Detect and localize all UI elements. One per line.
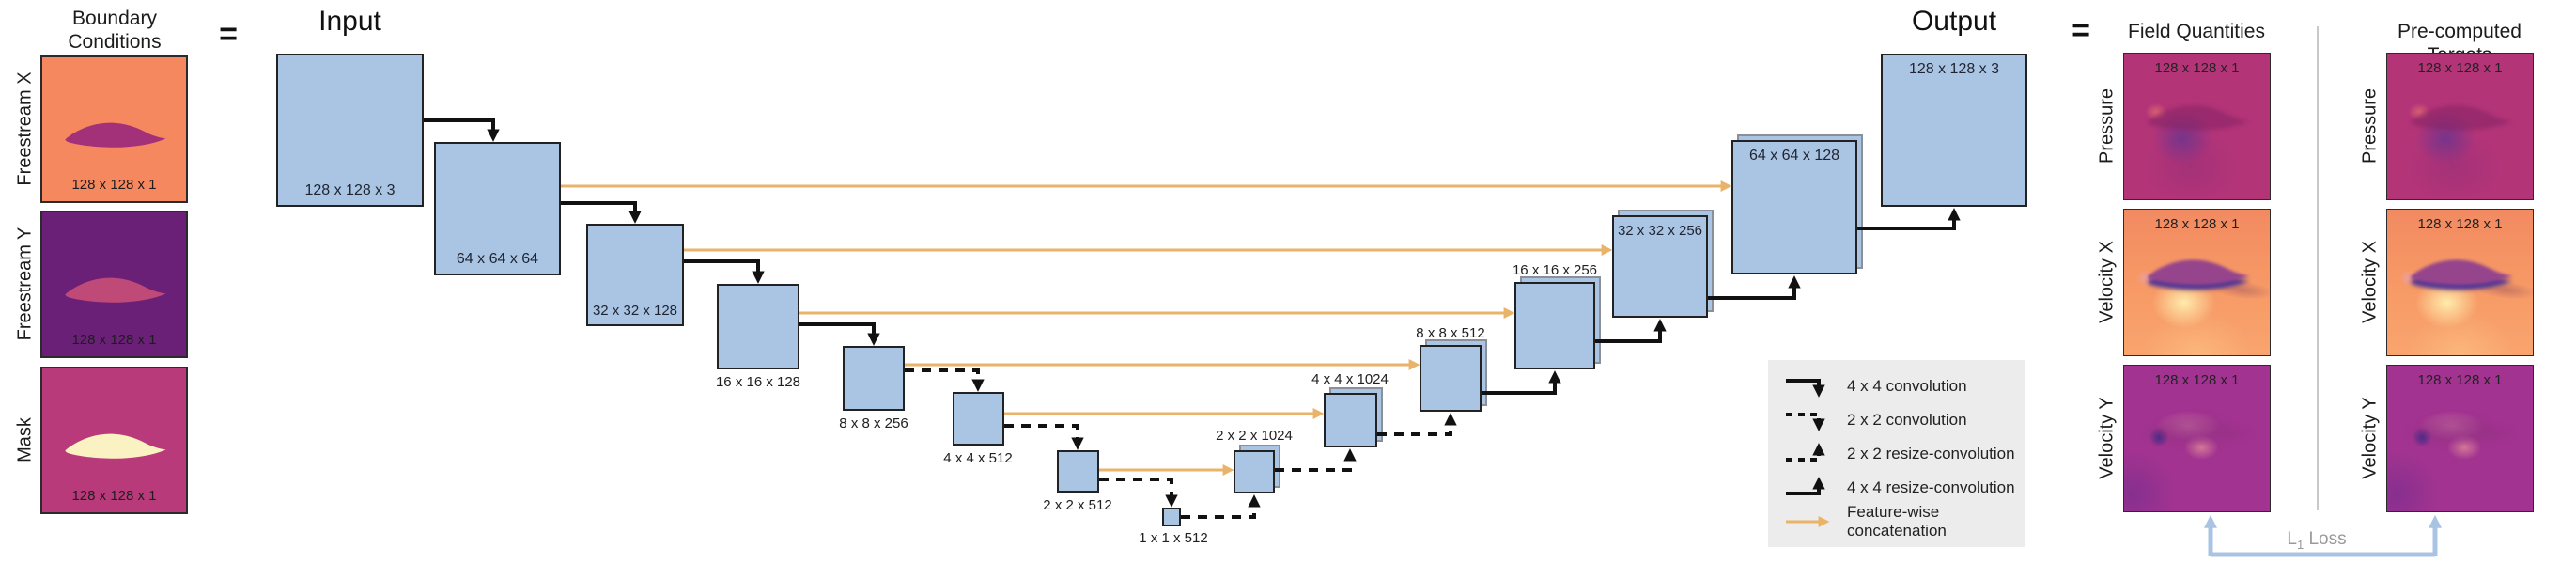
unet-box-enc-16	[717, 284, 799, 369]
legend-label: 4 x 4 resize-convolution	[1847, 478, 2015, 496]
box-size-label: 4 x 4 x 1024	[1311, 371, 1389, 387]
label-velocity-y-target: Velocity Y	[2359, 397, 2381, 479]
size-label: 128 x 128 x 1	[71, 332, 157, 348]
box-size-label: 32 x 32 x 128	[592, 303, 678, 319]
box-size-label: 1 x 1 x 512	[1139, 530, 1208, 546]
legend-row-concat: Feature-wise concatenation	[1783, 503, 2025, 540]
size-label: 128 x 128 x 1	[71, 488, 157, 504]
box-size-label: 16 x 16 x 256	[1512, 262, 1598, 278]
target-image-velocity-y: 128 x 128 x 1	[2386, 365, 2534, 512]
box-size-label: 8 x 8 x 512	[1416, 325, 1485, 341]
unet-box-dec-4	[1324, 393, 1377, 447]
unet-box-enc-4	[953, 392, 1004, 446]
legend-label: 4 x 4 convolution	[1847, 376, 1967, 395]
legend-icon-2x2-resize-convolution	[1786, 442, 1825, 462]
size-label: 128 x 128 x 1	[2417, 60, 2503, 76]
unet-box-dec-64: 64 x 64 x 128	[1731, 140, 1857, 274]
loss-subscript: 1	[2296, 537, 2304, 552]
legend: 4 x 4 convolution 2 x 2 convolution 2 x …	[1768, 360, 2025, 547]
label-freestream-y: Freestream Y	[14, 227, 36, 341]
box-size-label: 128 x 128 x 3	[1908, 61, 2000, 77]
unet-box-dec-16	[1514, 282, 1595, 369]
box-size-label: 4 x 4 x 512	[943, 450, 1013, 466]
box-size-label: 2 x 2 x 1024	[1216, 428, 1293, 444]
legend-icon-4x4-convolution	[1786, 378, 1825, 398]
legend-row-resize-2x2: 2 x 2 resize-convolution	[1783, 439, 2025, 468]
box-size-label: 2 x 2 x 512	[1043, 497, 1112, 513]
target-image-pressure: 128 x 128 x 1	[2386, 53, 2534, 200]
equals-right: =	[2072, 12, 2090, 49]
unet-box-output: 128 x 128 x 3	[1881, 54, 2027, 207]
unet-box-bottleneck	[1162, 508, 1181, 526]
bc-image-mask: 128 x 128 x 1	[40, 367, 188, 514]
box-size-label: 128 x 128 x 3	[304, 182, 396, 198]
legend-label: Feature-wise concatenation	[1847, 502, 1947, 540]
legend-label: 2 x 2 resize-convolution	[1847, 444, 2015, 462]
legend-icon-feature-concatenation	[1786, 515, 1830, 527]
l1-loss-label: L1 Loss	[2287, 529, 2346, 552]
legend-row-resize-4x4: 4 x 4 resize-convolution	[1783, 473, 2025, 502]
unet-box-input: 128 x 128 x 3	[276, 54, 424, 207]
box-size-label: 8 x 8 x 256	[839, 415, 908, 431]
label-pressure-target: Pressure	[2359, 87, 2381, 164]
box-size-label: 32 x 32 x 256	[1617, 223, 1703, 239]
size-label: 128 x 128 x 1	[2154, 372, 2240, 388]
legend-row-conv-4x4: 4 x 4 convolution	[1783, 371, 2025, 400]
size-label: 128 x 128 x 1	[2154, 216, 2240, 232]
unet-box-dec-32: 32 x 32 x 256	[1612, 215, 1708, 318]
label-pressure-field: Pressure	[2096, 87, 2118, 164]
label-velocity-y-field: Velocity Y	[2096, 397, 2118, 479]
bc-image-freestream-y: 128 x 128 x 1	[40, 211, 188, 358]
size-label: 128 x 128 x 1	[2417, 216, 2503, 232]
size-label: 128 x 128 x 1	[71, 177, 157, 193]
bc-image-freestream-x: 128 x 128 x 1	[40, 55, 188, 203]
box-size-label: 64 x 64 x 128	[1748, 148, 1840, 164]
label-velocity-x-target: Velocity X	[2359, 241, 2381, 323]
field-quantities-title: Field Quantities	[2128, 21, 2265, 42]
loss-prefix: L	[2287, 529, 2297, 550]
box-size-label: 16 x 16 x 128	[715, 374, 801, 390]
equals-left: =	[219, 16, 238, 53]
unet-box-enc-64: 64 x 64 x 64	[434, 142, 561, 275]
legend-row-conv-2x2: 2 x 2 convolution	[1783, 405, 2025, 434]
box-size-label: 64 x 64 x 64	[456, 251, 539, 267]
input-title: Input	[318, 6, 381, 37]
label-velocity-x-field: Velocity X	[2096, 241, 2118, 323]
unet-box-enc-8	[843, 346, 905, 411]
unet-box-dec-2	[1234, 450, 1275, 494]
unet-box-enc-32: 32 x 32 x 128	[586, 224, 684, 326]
conv-2x2-arrows	[905, 368, 1178, 508]
legend-icon-2x2-convolution	[1786, 412, 1825, 431]
unet-box-dec-8	[1420, 345, 1482, 412]
unet-box-enc-2	[1057, 450, 1099, 493]
field-image-pressure: 128 x 128 x 1	[2123, 53, 2271, 200]
target-image-velocity-x: 128 x 128 x 1	[2386, 209, 2534, 356]
loss-suffix: Loss	[2304, 529, 2347, 550]
field-image-velocity-x: 128 x 128 x 1	[2123, 209, 2271, 356]
label-mask: Mask	[14, 417, 36, 462]
output-title: Output	[1911, 6, 1997, 37]
boundary-conditions-title: Boundary Conditions	[68, 8, 162, 53]
size-label: 128 x 128 x 1	[2417, 372, 2503, 388]
legend-label: 2 x 2 convolution	[1847, 410, 1967, 429]
field-image-velocity-y: 128 x 128 x 1	[2123, 365, 2271, 512]
legend-icon-4x4-resize-convolution	[1786, 476, 1825, 495]
label-freestream-x: Freestream X	[14, 71, 36, 186]
size-label: 128 x 128 x 1	[2154, 60, 2240, 76]
